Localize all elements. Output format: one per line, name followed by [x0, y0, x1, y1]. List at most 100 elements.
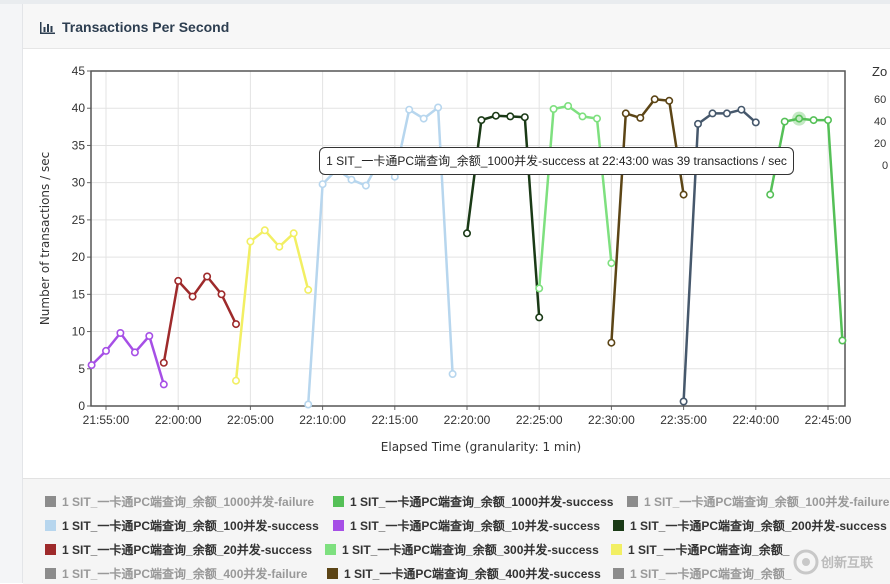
legend-item[interactable]: 1 SIT_一卡通PC端查询_余额_20并发-success: [45, 541, 312, 559]
data-point[interactable]: [130, 348, 139, 357]
data-point[interactable]: [246, 237, 255, 246]
plot-frame: [90, 70, 846, 407]
data-point[interactable]: [304, 400, 313, 409]
legend-item[interactable]: 1 SIT_一卡通PC端查询_余额_10并发-success: [333, 517, 600, 535]
legend-item[interactable]: 1 SIT_一卡通PC端查询_余额_400并发-failure: [45, 565, 307, 583]
data-point[interactable]: [592, 114, 601, 123]
plot-area: [91, 71, 845, 406]
legend-label: 1 SIT_一卡通PC端查询_余额_400并发-success: [344, 567, 601, 581]
data-point[interactable]: [520, 113, 529, 122]
data-point[interactable]: [823, 116, 832, 125]
data-point[interactable]: [159, 358, 168, 367]
legend-label: 1 SIT_一卡通PC端查询_余额_: [628, 543, 790, 557]
series-line[interactable]: [768, 117, 844, 341]
legend-item[interactable]: 1 SIT_一卡通PC端查询_余额_300并发-success: [325, 541, 599, 559]
top-strip: [0, 0, 890, 4]
y-tick-label: 40: [72, 101, 86, 115]
legend-item[interactable]: 1 SIT_一卡通PC端查询_余额_400并发-success: [327, 565, 601, 583]
data-point[interactable]: [232, 320, 241, 329]
x-tick-label: 22:25:00: [516, 413, 563, 427]
legend-label: 1 SIT_一卡通PC端查询_余额_300并发-success: [342, 543, 599, 557]
legend-item[interactable]: 1 SIT_一卡通PC端查询_余额_100并发-success: [45, 517, 319, 535]
data-point[interactable]: [564, 102, 573, 111]
data-point[interactable]: [217, 290, 226, 299]
data-point[interactable]: [549, 105, 558, 114]
bar-chart-icon: [40, 22, 55, 34]
data-point[interactable]: [780, 117, 789, 126]
data-point[interactable]: [448, 369, 457, 378]
zoom-tick: 60: [874, 94, 887, 106]
data-point[interactable]: [607, 338, 616, 347]
series-line[interactable]: [537, 104, 613, 289]
x-tick-label: 22:35:00: [660, 413, 707, 427]
data-point[interactable]: [838, 336, 847, 345]
data-point[interactable]: [203, 272, 212, 281]
data-point[interactable]: [636, 113, 645, 122]
data-point[interactable]: [665, 96, 674, 105]
data-point[interactable]: [462, 229, 471, 238]
data-point[interactable]: [578, 112, 587, 121]
data-point[interactable]: [506, 112, 515, 121]
data-point[interactable]: [116, 328, 125, 337]
data-point[interactable]: [722, 109, 731, 118]
x-tick-label: 22:10:00: [299, 413, 346, 427]
data-point[interactable]: [145, 331, 154, 340]
tps-chart[interactable]: 0 5 10 15 20 25 30 35 40 45 21:55:00 22:00:00 22:05:…: [0, 0, 890, 478]
data-point[interactable]: [361, 181, 370, 190]
data-point[interactable]: [174, 276, 183, 285]
legend-swatch: [325, 544, 336, 555]
data-point[interactable]: [477, 116, 486, 125]
legend-swatch: [627, 496, 638, 507]
data-point[interactable]: [419, 114, 428, 123]
legend-item[interactable]: 1 SIT_一卡通PC端查询_余额_1000并发-failure: [45, 493, 314, 511]
legend-label: 1 SIT_一卡通PC端查询_余额_100并发-success: [62, 519, 319, 533]
legend-label: 1 SIT_一卡通PC端查询_余额_200并发-success: [630, 519, 887, 533]
data-point[interactable]: [405, 105, 414, 114]
data-point[interactable]: [260, 226, 269, 235]
zoom-label: Zo: [872, 64, 888, 79]
legend-item[interactable]: 1 SIT_一卡通PC端查询_余额_200并发-success: [613, 517, 887, 535]
data-point[interactable]: [650, 95, 659, 104]
legend-item[interactable]: 1 SIT_一卡通PC端查询_余额_: [611, 541, 789, 559]
data-point[interactable]: [621, 109, 630, 118]
left-rail: [0, 4, 23, 583]
data-point[interactable]: [188, 292, 197, 301]
legend-label: 1 SIT_一卡通PC端查询_余额_20并发-success: [62, 543, 313, 557]
x-axis-label: Elapsed Time (granularity: 1 min): [381, 440, 581, 454]
data-point[interactable]: [159, 380, 168, 389]
data-point[interactable]: [289, 229, 298, 238]
y-axis-label: Number of transactions / sec: [38, 152, 52, 325]
data-point[interactable]: [693, 119, 702, 128]
data-point[interactable]: [87, 361, 96, 370]
series-line[interactable]: [162, 275, 238, 364]
data-point[interactable]: [708, 109, 717, 118]
data-point[interactable]: [318, 180, 327, 189]
data-point[interactable]: [795, 114, 804, 123]
legend-item[interactable]: 1 SIT_一卡通PC端查询_余额_100并发-failure: [627, 493, 889, 511]
data-point[interactable]: [491, 111, 500, 120]
data-point[interactable]: [535, 284, 544, 293]
x-tick-label: 22:45:00: [805, 413, 852, 427]
series-line[interactable]: [234, 229, 310, 381]
data-point[interactable]: [751, 118, 760, 127]
data-point[interactable]: [679, 190, 688, 199]
data-point[interactable]: [679, 397, 688, 406]
data-point[interactable]: [304, 285, 313, 294]
legend-swatch: [45, 520, 56, 531]
y-tick-label: 5: [78, 362, 85, 376]
legend-item[interactable]: 1 SIT_一卡通PC端查询_余额_1000并发-success: [333, 493, 613, 511]
data-point[interactable]: [766, 190, 775, 199]
data-point[interactable]: [275, 242, 284, 251]
data-point[interactable]: [102, 346, 111, 355]
data-point[interactable]: [347, 175, 356, 184]
data-point[interactable]: [434, 103, 443, 112]
data-point[interactable]: [809, 116, 818, 125]
legend-item[interactable]: 1 SIT_一卡通PC端查询_余额_: [613, 565, 791, 583]
data-point[interactable]: [607, 259, 616, 268]
data-point[interactable]: [737, 105, 746, 114]
watermark-icon: [793, 549, 819, 575]
data-point[interactable]: [232, 376, 241, 385]
x-tick-label: 22:00:00: [155, 413, 202, 427]
legend-swatch: [45, 496, 56, 507]
data-point[interactable]: [535, 313, 544, 322]
